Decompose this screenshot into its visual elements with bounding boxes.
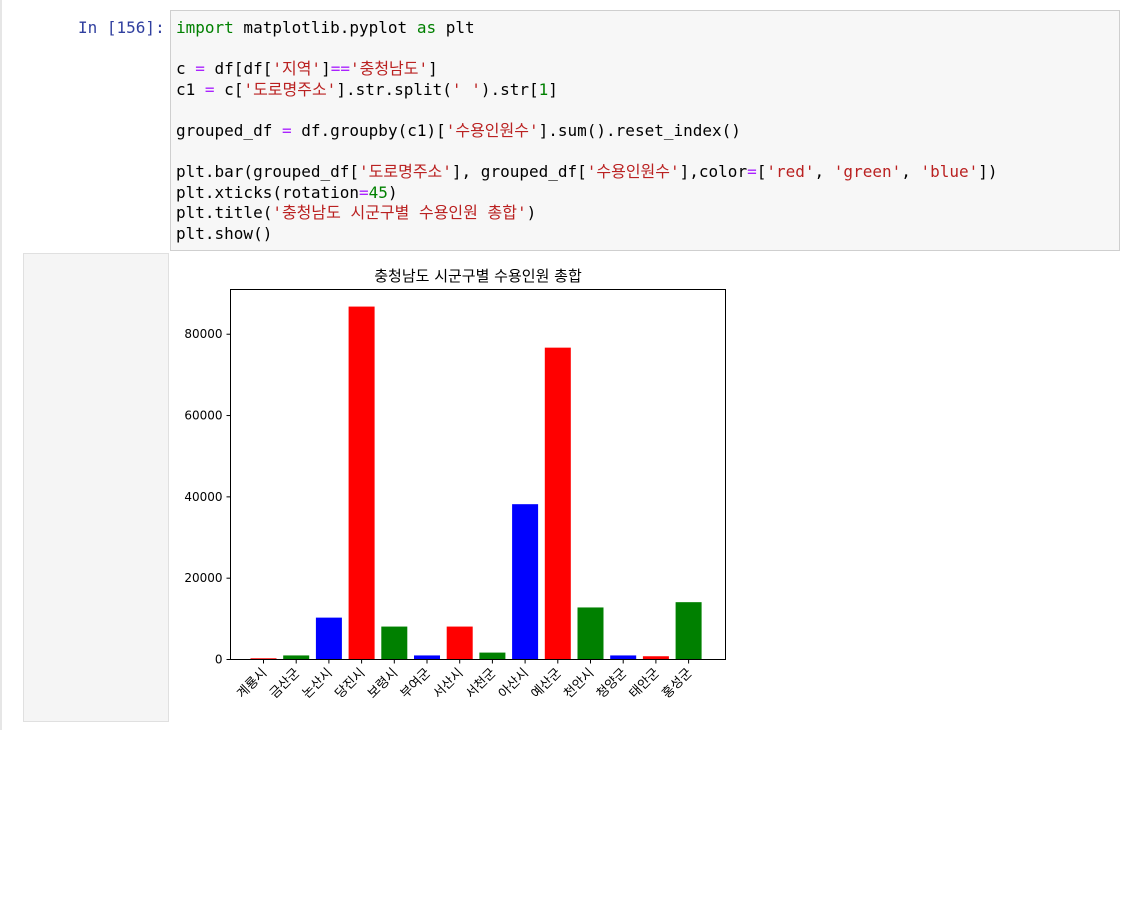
plot-frame xyxy=(230,289,726,660)
code-line: import matplotlib.pyplot as plt xyxy=(176,18,1119,39)
code-token: c xyxy=(176,59,196,79)
code-line: plt.xticks(rotation=45) xyxy=(176,183,1119,204)
code-token: df[df[ xyxy=(204,59,273,79)
code-line: c = df[df['지역']=='충청남도'] xyxy=(176,59,1119,80)
code-token: plt.show() xyxy=(176,223,273,243)
code-token: = xyxy=(747,162,757,182)
code-token: ) xyxy=(387,182,398,202)
code-token: , xyxy=(901,162,921,182)
code-line xyxy=(176,39,1119,60)
cell-left-border xyxy=(0,0,2,730)
x-tick-label: 예산군 xyxy=(529,666,565,702)
code-token: ]) xyxy=(978,162,998,182)
code-token: ] xyxy=(428,59,438,79)
code-line: plt.title('충청남도 시군구별 수용인원 총합') xyxy=(176,203,1119,224)
x-tick-label: 아산시 xyxy=(496,666,532,702)
code-token: ].str.split( xyxy=(336,79,452,99)
bar-3 xyxy=(348,306,375,660)
code-token: '충청남도 시군구별 수용인원 총합' xyxy=(272,203,527,223)
bar-6 xyxy=(446,626,473,660)
x-tick-label: 당진시 xyxy=(332,666,368,702)
output-area: 충청남도 시군구별 수용인원 총합 0 20000 40000 60000 80000 … xyxy=(170,253,750,723)
bar-12 xyxy=(642,656,669,660)
input-prompt: In [156]: xyxy=(78,18,165,37)
code-token: 'green' xyxy=(833,162,902,182)
code-line xyxy=(176,100,1119,121)
y-tick-label: 40000 xyxy=(184,490,222,504)
bar-9 xyxy=(544,347,571,660)
code-token: c[ xyxy=(214,79,244,99)
x-tick-label: 금산군 xyxy=(267,666,303,702)
x-tick-label: 천안시 xyxy=(561,666,597,702)
code-token: ].sum().reset_index() xyxy=(538,120,741,140)
code-token: '충청남도' xyxy=(349,59,429,79)
y-tick-label: 60000 xyxy=(184,409,222,423)
code-token: [ xyxy=(756,162,767,182)
code-line: plt.bar(grouped_df['도로명주소'], grouped_df[… xyxy=(176,162,1119,183)
code-token: = xyxy=(281,120,292,140)
code-token: ).str[ xyxy=(480,79,539,99)
bar-0 xyxy=(250,658,277,660)
code-token: matplotlib.pyplot xyxy=(233,18,417,37)
code-token: '도로명주소' xyxy=(243,79,337,99)
x-tick-label: 홍성군 xyxy=(659,666,695,702)
code-token: '수용인원수' xyxy=(586,162,680,182)
code-token: import xyxy=(176,18,234,37)
code-token: ], grouped_df[ xyxy=(451,162,587,182)
code-token: '지역' xyxy=(272,59,322,79)
code-token: plt xyxy=(436,18,475,37)
bar-4 xyxy=(381,626,408,660)
output-prompt-area[interactable] xyxy=(23,253,169,722)
code-token: '도로명주소' xyxy=(359,162,452,182)
code-token: grouped_df xyxy=(176,120,282,140)
x-tick-label: 논산시 xyxy=(300,666,336,702)
x-tick-label: 서산시 xyxy=(431,666,467,702)
code-token: ] xyxy=(548,79,558,99)
code-line: grouped_df = df.groupby(c1)['수용인원수'].sum… xyxy=(176,121,1119,142)
code-token: = xyxy=(195,59,205,79)
code-token: 'red' xyxy=(766,162,815,182)
x-tick-label: 서천군 xyxy=(463,666,499,702)
x-tick-label: 태안군 xyxy=(627,666,663,702)
code-token: '수용인원수' xyxy=(445,120,539,140)
code-token: plt.bar(grouped_df[ xyxy=(176,162,360,182)
code-token: ],color xyxy=(679,162,748,182)
code-token: 45 xyxy=(368,182,388,202)
code-token: = xyxy=(204,79,215,99)
bar-7 xyxy=(479,652,506,660)
code-token: 1 xyxy=(538,79,549,99)
code-token: 'blue' xyxy=(920,162,979,182)
bar-8 xyxy=(512,504,539,660)
x-tick-label: 부여군 xyxy=(398,666,434,702)
y-tick-label: 0 xyxy=(215,653,223,667)
bar-5 xyxy=(414,655,440,660)
y-tick-label: 20000 xyxy=(184,571,222,585)
y-tick-label: 80000 xyxy=(184,327,222,341)
bar-chart: 충청남도 시군구별 수용인원 총합 020000400006000080000 … xyxy=(184,267,726,702)
x-tick-label: 보령시 xyxy=(365,666,401,702)
code-token: plt.title( xyxy=(176,203,273,223)
bar-11 xyxy=(610,655,637,660)
bar-13 xyxy=(675,602,702,660)
code-token: = xyxy=(359,182,369,202)
bar-10 xyxy=(577,607,604,660)
code-line: plt.show() xyxy=(176,224,1119,245)
bar-1 xyxy=(283,655,310,660)
code-token: c1 xyxy=(176,79,205,99)
code-token: df.groupby(c1)[ xyxy=(291,120,446,140)
code-token: ' ' xyxy=(451,79,481,99)
code-token: ) xyxy=(526,203,537,223)
code-token: as xyxy=(416,18,437,37)
code-token: , xyxy=(814,162,834,182)
x-tick-label: 계룡시 xyxy=(234,666,270,702)
chart-title: 충청남도 시군구별 수용인원 총합 xyxy=(374,267,582,285)
code-token: ] xyxy=(321,59,331,79)
code-editor[interactable]: import matplotlib.pyplot as plt c = df[d… xyxy=(170,10,1120,251)
code-token: plt.xticks(rotation xyxy=(176,182,360,202)
x-tick-label: 청양군 xyxy=(594,666,630,702)
code-line: c1 = c['도로명주소'].str.split(' ').str[1] xyxy=(176,80,1119,101)
code-line xyxy=(176,142,1119,163)
code-token: == xyxy=(330,59,350,79)
bar-2 xyxy=(315,617,342,660)
